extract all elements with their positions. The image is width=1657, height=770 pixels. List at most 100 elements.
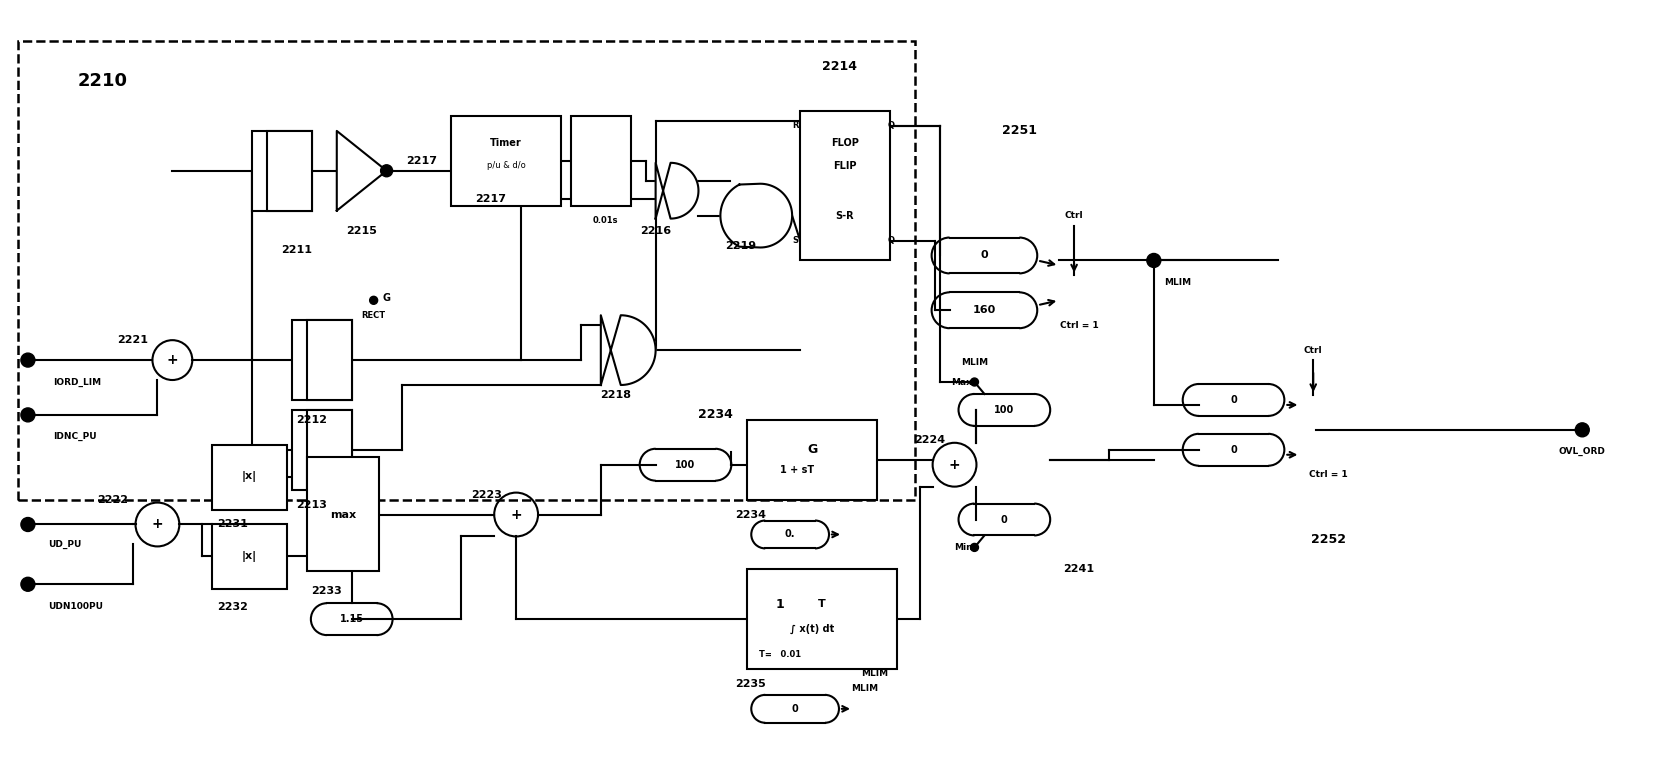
Bar [252,131,312,211]
Text: 2234: 2234 [734,510,766,520]
Circle shape [381,165,393,177]
Text: 1.15: 1.15 [340,614,365,624]
Text: UD_PU: UD_PU [48,540,81,549]
Polygon shape [721,184,792,247]
Circle shape [22,578,35,591]
Circle shape [971,544,978,551]
Text: 2217: 2217 [476,194,505,204]
Text: +: + [510,507,522,521]
Polygon shape [656,162,699,219]
Polygon shape [336,131,386,211]
Text: 0: 0 [1229,395,1236,405]
Text: R: R [792,122,799,130]
Text: MLIM: MLIM [862,669,888,678]
Text: +: + [949,457,961,472]
Text: Ctrl = 1: Ctrl = 1 [1060,321,1099,330]
Polygon shape [601,315,656,385]
Text: RECT: RECT [361,311,386,320]
Circle shape [971,378,978,386]
Text: 0.01s: 0.01s [593,216,618,225]
Bar [292,320,351,400]
Text: 2224: 2224 [915,435,944,445]
Bar [800,111,890,260]
Text: T=   0.01: T= 0.01 [759,650,802,658]
Text: 2211: 2211 [282,246,313,256]
Text: 2214: 2214 [822,59,857,72]
Circle shape [22,353,35,367]
Text: 2222: 2222 [98,494,128,504]
Bar [451,116,562,206]
Bar [212,524,287,589]
Text: S-R: S-R [835,211,855,221]
Text: ∫ x(t) dt: ∫ x(t) dt [790,624,833,634]
Text: MLIM: MLIM [852,685,878,694]
Text: 0.: 0. [785,530,795,540]
Text: 2213: 2213 [297,500,328,510]
Circle shape [1576,423,1589,437]
Text: 0: 0 [1001,514,1007,524]
Text: 100: 100 [994,405,1014,415]
Text: 2235: 2235 [736,679,766,689]
Text: MLIM: MLIM [1163,278,1191,287]
Text: max: max [330,510,356,520]
Text: 2212: 2212 [297,415,328,425]
Text: +: + [152,517,164,531]
Text: T: T [819,599,825,609]
Text: Q: Q [888,122,895,130]
Bar [307,320,351,400]
Text: FLIP: FLIP [833,161,857,171]
Bar [572,116,631,206]
Text: 2221: 2221 [118,335,147,345]
Text: 2231: 2231 [217,520,247,530]
Text: FLOP: FLOP [832,138,858,148]
Text: 2252: 2252 [1311,533,1345,546]
Bar [292,410,351,490]
Bar [212,445,287,510]
Circle shape [22,517,35,531]
Text: Min: Min [954,543,973,552]
Text: 100: 100 [676,460,696,470]
Text: +: + [167,353,179,367]
Text: 0: 0 [792,704,799,714]
Text: Ctrl: Ctrl [1304,346,1322,355]
Text: 0: 0 [1229,445,1236,455]
Circle shape [370,296,378,304]
Text: MLIM: MLIM [961,357,988,367]
Text: 1: 1 [775,598,784,611]
Text: 2218: 2218 [600,390,631,400]
Text: Q: Q [888,236,895,245]
Text: 2216: 2216 [640,226,671,236]
Text: 2215: 2215 [346,226,378,236]
Text: 2233: 2233 [312,586,343,596]
Text: |x|: |x| [242,471,257,482]
Bar [747,569,896,669]
Bar [307,410,351,490]
Text: |x|: |x| [242,551,257,562]
Text: 2223: 2223 [471,490,502,500]
Circle shape [1147,253,1162,267]
Text: 2219: 2219 [724,240,756,250]
Text: 2217: 2217 [406,156,437,166]
Text: OVL_ORD: OVL_ORD [1559,447,1606,457]
Text: 2232: 2232 [217,602,247,612]
Bar [747,420,877,500]
Text: 0: 0 [981,250,988,260]
Text: 2210: 2210 [78,72,128,90]
Text: 1 + sT: 1 + sT [780,464,814,474]
Text: S: S [792,236,799,245]
Text: G: G [383,293,391,303]
Circle shape [22,408,35,422]
Text: p/u & d/o: p/u & d/o [487,161,525,170]
Text: IDNC_PU: IDNC_PU [53,432,96,441]
Text: IORD_LIM: IORD_LIM [53,377,101,387]
Bar [267,131,312,211]
Text: 160: 160 [973,305,996,315]
Text: G: G [807,444,817,457]
Text: 2234: 2234 [698,408,732,421]
Text: UDN100PU: UDN100PU [48,601,103,611]
Text: 2241: 2241 [1064,564,1095,574]
Text: Max: Max [951,377,973,387]
Text: Timer: Timer [490,138,522,148]
Text: Ctrl = 1: Ctrl = 1 [1309,470,1347,479]
Bar [307,457,379,571]
